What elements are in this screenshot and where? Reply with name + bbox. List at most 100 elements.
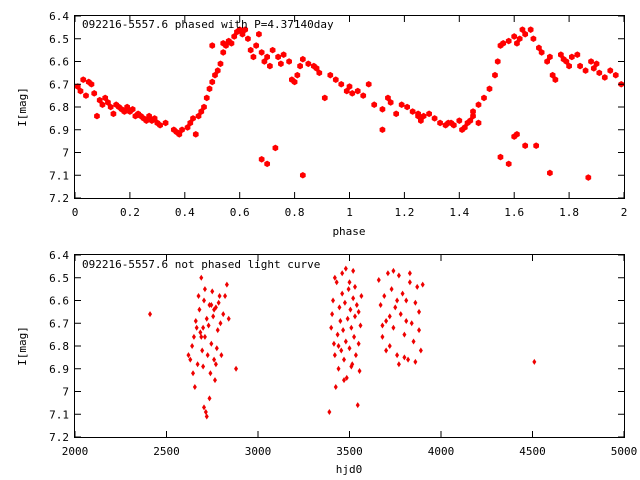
data-point (497, 153, 504, 161)
data-point (384, 317, 389, 324)
data-point (129, 105, 136, 113)
plot-frame (74, 254, 625, 438)
data-point (261, 58, 268, 65)
data-point (291, 78, 298, 86)
data-point (105, 99, 111, 106)
data-point (415, 110, 421, 118)
data-point (201, 103, 207, 111)
data-point (217, 292, 222, 299)
data-point (385, 270, 390, 277)
data-point (566, 62, 572, 70)
data-point (376, 277, 381, 284)
data-point (201, 324, 206, 331)
x-tick-label: 5000 (611, 445, 638, 458)
data-point (340, 290, 345, 297)
data-point (402, 354, 407, 361)
data-point (209, 302, 214, 309)
data-point (547, 169, 553, 177)
data-point (349, 324, 354, 331)
data-point (330, 311, 335, 318)
y-tick-label: 6.4 (49, 10, 69, 23)
data-point (400, 290, 405, 297)
data-point (198, 108, 205, 115)
x-tick-label: 4500 (519, 445, 546, 458)
data-point (342, 299, 347, 306)
data-point (393, 304, 398, 311)
data-point (522, 30, 529, 38)
data-point (431, 115, 438, 122)
data-point (335, 331, 340, 338)
data-point (201, 363, 206, 370)
data-point (346, 286, 351, 293)
data-point (99, 101, 106, 109)
data-point (470, 108, 476, 115)
data-point (231, 33, 238, 40)
data-point (278, 60, 284, 68)
x-tick-label: 2500 (153, 445, 180, 458)
data-point (250, 53, 257, 61)
data-point (192, 131, 199, 138)
data-point (191, 370, 196, 377)
data-point (387, 313, 392, 320)
data-point (146, 112, 152, 120)
data-point (494, 58, 501, 65)
data-point (333, 383, 338, 390)
data-point (220, 40, 227, 47)
data-point (500, 40, 507, 47)
data-point (245, 35, 251, 43)
data-point (329, 324, 334, 331)
data-point (327, 71, 334, 79)
data-point (415, 283, 420, 290)
data-point (516, 35, 523, 43)
data-point (344, 374, 349, 381)
y-tick-label: 7 (62, 386, 69, 399)
data-point (327, 408, 332, 415)
data-point (356, 308, 361, 315)
y-tick-label: 6.5 (49, 272, 69, 285)
data-point (96, 96, 103, 104)
data-point (371, 101, 378, 109)
data-point (612, 71, 619, 79)
data-point (538, 49, 545, 56)
data-point (342, 356, 347, 363)
data-point (209, 78, 216, 86)
data-point (217, 60, 224, 68)
data-point (343, 338, 348, 345)
y-tick-label: 7.2 (49, 431, 69, 444)
data-point (544, 58, 550, 65)
x-axis-label: phase (332, 225, 365, 238)
data-point (213, 361, 218, 368)
data-point (336, 343, 341, 349)
data-point (264, 53, 271, 61)
data-point (74, 83, 81, 90)
data-point (219, 352, 224, 359)
data-point (224, 281, 229, 288)
data-point (585, 174, 592, 181)
data-point (345, 315, 350, 322)
data-point (505, 37, 512, 45)
data-point (382, 292, 387, 299)
data-point (88, 80, 95, 88)
y-tick-label: 6.7 (49, 317, 69, 330)
data-point (396, 272, 401, 279)
y-tick-label: 7.1 (49, 169, 69, 182)
data-point (357, 368, 362, 375)
data-point (450, 121, 457, 129)
y-tick-label: 7 (62, 147, 69, 160)
data-point (475, 119, 482, 127)
data-point (547, 53, 553, 61)
data-point (354, 302, 359, 309)
x-tick-label: 3000 (245, 445, 272, 458)
data-point (395, 297, 400, 304)
data-point (334, 279, 339, 286)
data-point (208, 370, 213, 377)
y-tick-label: 6.9 (49, 124, 69, 137)
data-point (563, 58, 570, 65)
y-tick-label: 6.4 (49, 249, 69, 262)
data-point (402, 331, 407, 338)
data-point (574, 51, 581, 58)
data-point (389, 286, 394, 293)
data-point (205, 352, 210, 359)
y-tick-label: 6.7 (49, 78, 69, 91)
data-point (199, 274, 204, 281)
